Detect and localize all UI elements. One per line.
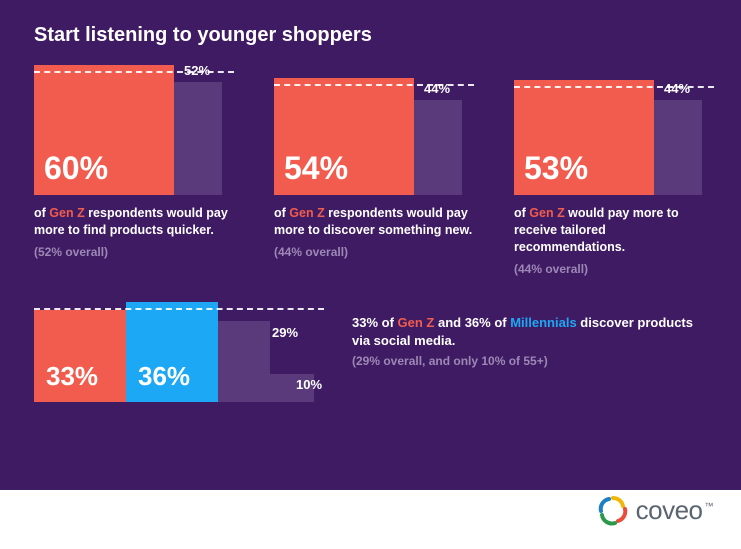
genz-highlight: Gen Z bbox=[289, 206, 324, 220]
primary-pct-label: 54% bbox=[284, 150, 348, 187]
secondary-pct-label: 44% bbox=[664, 81, 690, 96]
stat-card: 53% 44% of Gen Z would pay more to receive… bbox=[514, 65, 714, 276]
bottom-chart: 33% 36% 29% 10% bbox=[34, 302, 324, 402]
bar-pct-label: 29% bbox=[272, 325, 298, 340]
brand-name: coveo™ bbox=[636, 495, 713, 526]
bar-chart: 54% 44% bbox=[274, 65, 474, 195]
bar-pct-label: 10% bbox=[296, 377, 322, 392]
secondary-bar bbox=[414, 100, 462, 195]
primary-pct-label: 60% bbox=[44, 150, 108, 187]
bottom-row: 33% 36% 29% 10% 33% of Gen Z and 36% of Mil… bbox=[34, 302, 707, 402]
secondary-bar bbox=[174, 82, 222, 195]
secondary-bar bbox=[654, 100, 702, 195]
overall-note: (52% overall) bbox=[34, 245, 234, 259]
stat-card: 54% 44% of Gen Z respondents would pay mor… bbox=[274, 65, 474, 276]
card-description: of Gen Z respondents would pay more to f… bbox=[34, 205, 234, 239]
dash-line bbox=[34, 308, 324, 310]
bar-chart: 53% 44% bbox=[514, 65, 714, 195]
genz-highlight: Gen Z bbox=[398, 315, 435, 330]
bottom-overall: (29% overall, and only 10% of 55+) bbox=[352, 354, 707, 368]
page-title: Start listening to younger shoppers bbox=[34, 24, 707, 47]
millennial-highlight: Millennials bbox=[510, 315, 576, 330]
genz-highlight: Gen Z bbox=[49, 206, 84, 220]
overall-note: (44% overall) bbox=[514, 262, 714, 276]
primary-pct-label: 53% bbox=[524, 150, 588, 187]
bar-pct-label: 36% bbox=[138, 361, 190, 392]
overall-note: (44% overall) bbox=[274, 245, 474, 259]
bottom-description: 33% of Gen Z and 36% of Millennials disc… bbox=[352, 314, 707, 350]
stat-card: 60% 52% of Gen Z respondents would pay mor… bbox=[34, 65, 234, 276]
card-description: of Gen Z would pay more to receive tailo… bbox=[514, 205, 714, 256]
bar-pct-label: 33% bbox=[46, 361, 98, 392]
coveo-logo-icon bbox=[598, 496, 628, 526]
bar-chart: 60% 52% bbox=[34, 65, 234, 195]
secondary-pct-label: 52% bbox=[184, 63, 210, 78]
footer-logo: coveo™ bbox=[598, 495, 713, 526]
infographic-panel: Start listening to younger shoppers 60% 5… bbox=[0, 0, 741, 490]
genz-highlight: Gen Z bbox=[529, 206, 564, 220]
secondary-pct-label: 44% bbox=[424, 81, 450, 96]
bar bbox=[218, 321, 270, 402]
bottom-text: 33% of Gen Z and 36% of Millennials disc… bbox=[352, 302, 707, 368]
card-description: of Gen Z respondents would pay more to d… bbox=[274, 205, 474, 239]
top-charts-row: 60% 52% of Gen Z respondents would pay mor… bbox=[34, 65, 707, 276]
infographic-canvas: Start listening to younger shoppers 60% 5… bbox=[0, 0, 741, 549]
